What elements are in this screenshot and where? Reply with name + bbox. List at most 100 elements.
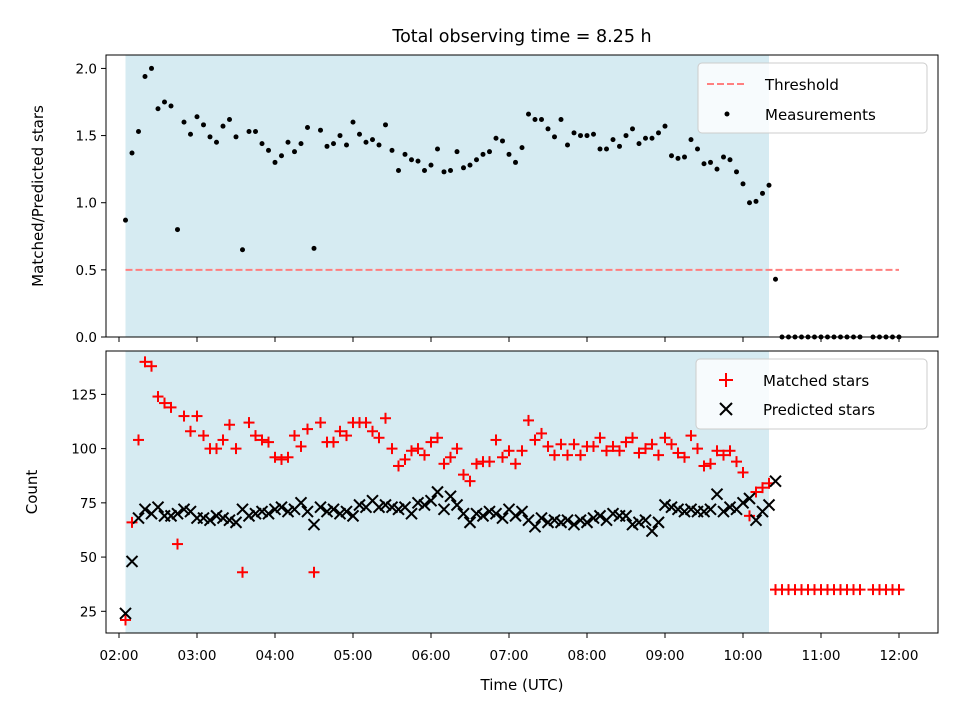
x-tick-label: 04:00 — [256, 648, 295, 664]
matched-stars-point — [497, 451, 508, 463]
matched-stars-point — [757, 482, 768, 494]
measurement-point — [591, 131, 596, 137]
y-tick-label: 25 — [80, 604, 97, 620]
measurement-point — [396, 167, 401, 173]
predicted-stars-point — [769, 474, 782, 488]
predicted-stars-point — [619, 509, 633, 523]
x-tick-label: 08:00 — [568, 648, 607, 664]
measurement-point — [220, 123, 226, 129]
predicted-stars-point — [535, 511, 548, 525]
matched-stars-point — [328, 436, 339, 448]
measurement-point — [513, 159, 518, 165]
predicted-stars-point — [704, 503, 717, 516]
matched-stars-point — [451, 443, 463, 455]
measurement-point — [734, 169, 739, 175]
measurement-point — [383, 122, 388, 128]
matched-stars-point — [549, 449, 560, 461]
predicted-stars-point — [515, 505, 529, 518]
x-tick-label: 02:00 — [100, 648, 139, 664]
measurement-point — [233, 134, 239, 140]
matched-stars-point — [731, 456, 742, 468]
predicted-stars-point — [340, 505, 353, 518]
predicted-stars-point — [132, 511, 145, 525]
matched-stars-point — [672, 447, 684, 459]
y-tick-label: 100 — [71, 442, 97, 458]
measurement-point — [227, 116, 232, 122]
top-legend-box — [697, 62, 928, 134]
y-tick-label: 0.5 — [76, 263, 97, 279]
measurement-point — [727, 157, 733, 163]
measurement-point — [350, 119, 356, 125]
measurement-point — [357, 131, 362, 137]
measurement-point — [246, 129, 252, 135]
predicted-stars-point — [749, 513, 763, 527]
predicted-stars-point — [457, 507, 470, 520]
top-legend: Threshold Measurements — [697, 62, 928, 134]
matched-stars-point — [230, 443, 242, 455]
matched-stars-point — [718, 449, 729, 461]
matched-stars-point — [308, 566, 320, 578]
top-panel-frame — [105, 54, 939, 338]
measurement-point — [649, 135, 655, 141]
matched-stars-point — [529, 434, 541, 446]
bottom-legend: Matched stars Predicted stars — [695, 358, 928, 430]
measurement-point — [324, 143, 330, 149]
measurement-point — [415, 158, 421, 164]
measurement-point — [467, 162, 473, 168]
matched-stars-point — [627, 432, 638, 444]
matched-stars-point — [250, 430, 261, 442]
predicted-stars-point — [301, 505, 314, 518]
measurement-point — [695, 146, 700, 152]
matched-stars-point — [737, 466, 749, 478]
predicted-stars-point — [476, 509, 490, 523]
matched-stars-point — [191, 410, 203, 422]
measurement-point — [656, 130, 661, 136]
predicted-stars-point — [509, 509, 522, 523]
measurement-point — [526, 111, 531, 117]
legend-predicted-swatch — [719, 402, 733, 416]
matched-stars-point — [185, 425, 196, 437]
matched-stars-point — [211, 443, 222, 455]
matched-stars-point — [750, 486, 762, 498]
legend-measurements-label: Measurements — [765, 106, 876, 124]
measurement-point — [461, 165, 466, 171]
y-tick-label: 75 — [80, 496, 97, 512]
measurement-point — [760, 190, 765, 196]
measurement-point — [253, 129, 258, 135]
matched-stars-point — [256, 434, 268, 446]
predicted-stars-point — [736, 496, 750, 510]
measurement-point — [506, 151, 512, 157]
predicted-stars-point — [424, 494, 438, 507]
measurement-point — [337, 133, 343, 139]
measurement-point — [168, 103, 174, 109]
matched-stars-point — [510, 458, 521, 470]
measurement-point — [441, 169, 447, 175]
measurement-point — [142, 73, 148, 79]
matched-stars-point — [133, 434, 144, 446]
measurement-point — [448, 167, 453, 173]
measurement-point — [175, 227, 180, 233]
matched-stars-point — [536, 427, 547, 439]
matched-stars-point — [146, 360, 157, 372]
bottom-y-axis-label: Count — [23, 470, 41, 515]
measurement-point — [149, 65, 154, 71]
measurement-point — [493, 135, 499, 141]
measurement-point — [311, 245, 317, 251]
matched-stars-point — [516, 445, 528, 457]
measurement-point — [363, 139, 369, 145]
matched-stars-point — [594, 432, 606, 444]
measurement-point — [714, 166, 720, 172]
measurement-point — [643, 135, 648, 141]
chart-title: Total observing time = 8.25 h — [391, 27, 651, 47]
bottom-y-axis-ticks: 25 50 75 100 125 — [71, 387, 106, 620]
predicted-stars-point — [307, 518, 321, 531]
matched-stars-point — [159, 397, 170, 409]
predicted-stars-point — [327, 503, 340, 516]
predicted-stars-point — [496, 511, 509, 525]
measurement-point — [454, 149, 460, 155]
top-x-axis-ticks — [118, 337, 900, 342]
legend-threshold-label: Threshold — [764, 76, 839, 94]
top-y-axis-label: Matched/Predicted stars — [29, 105, 47, 287]
matched-stars-point — [393, 460, 404, 472]
